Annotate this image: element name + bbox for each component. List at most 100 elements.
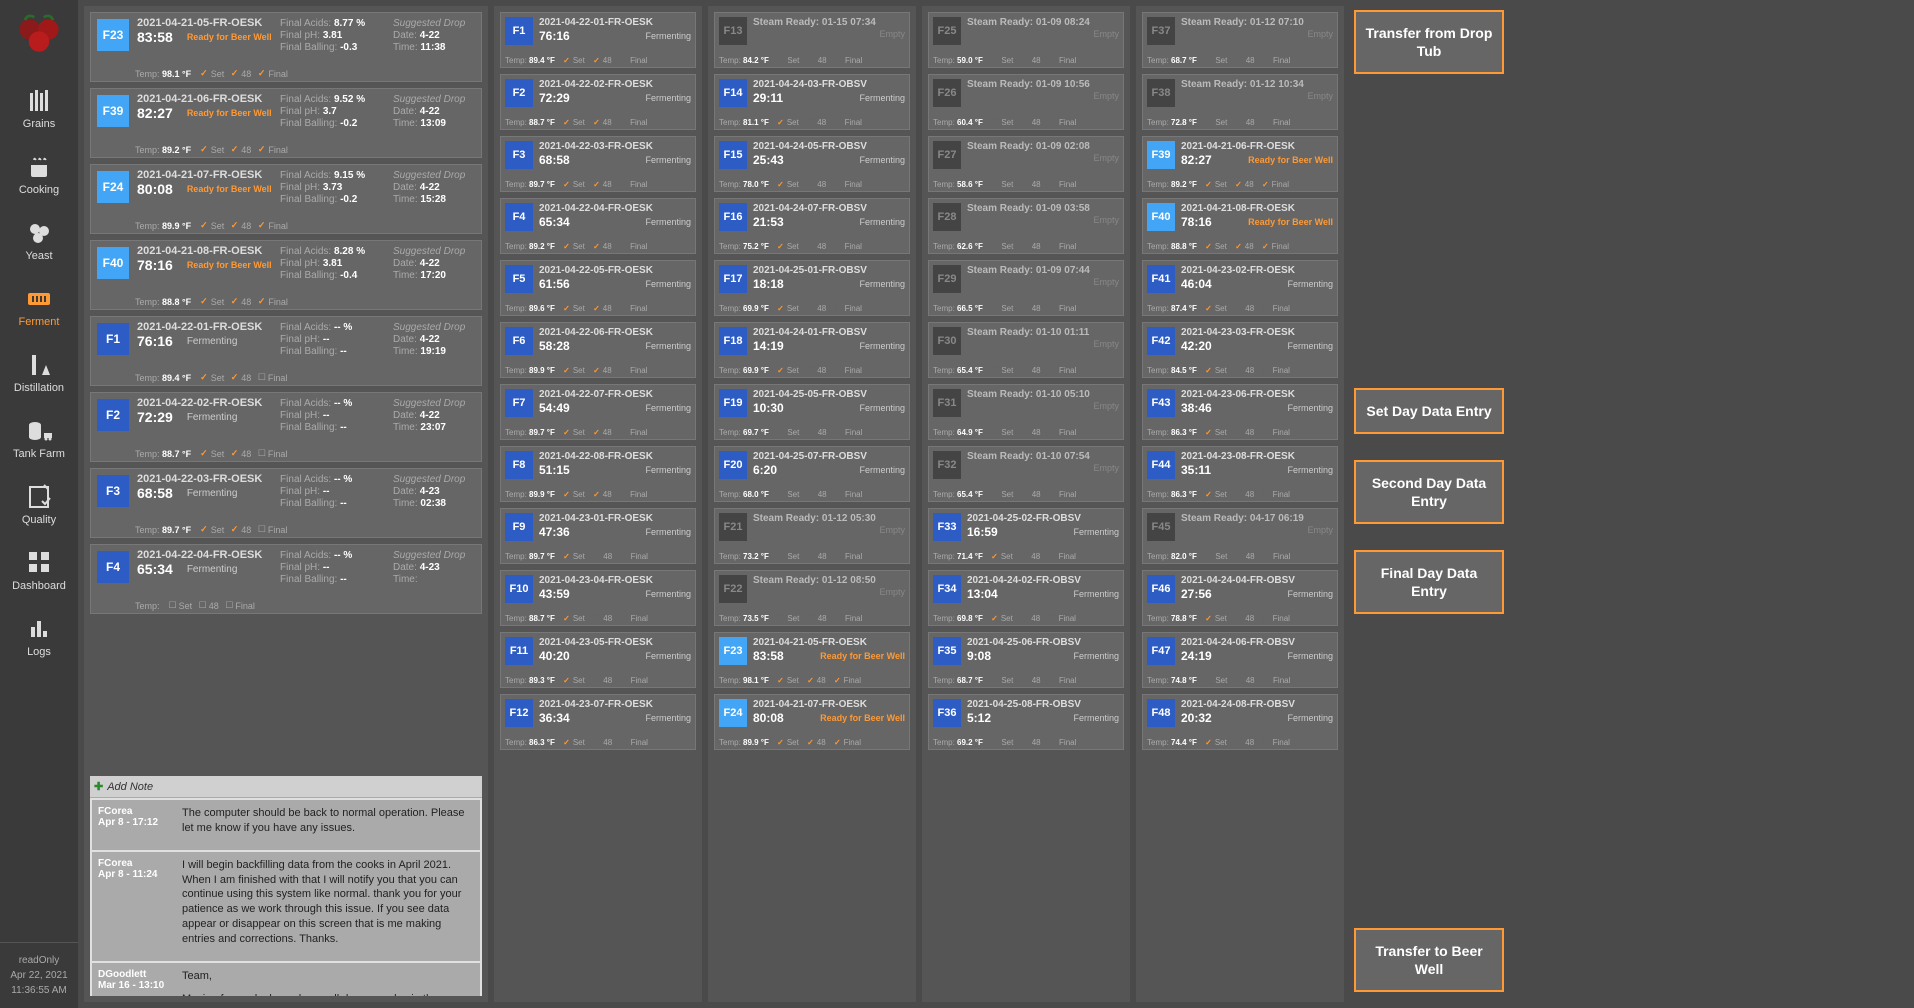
detail-card[interactable]: F402021-04-21-08-FR-OESK78:16Ready for B… [90,240,482,310]
fermenter-card[interactable]: F412021-04-23-02-FR-OESK46:04FermentingT… [1142,260,1338,316]
fermenter-card[interactable]: F112021-04-23-05-FR-OESK40:20FermentingT… [500,632,696,688]
fermenter-card[interactable]: F242021-04-21-07-FR-OESK80:08Ready for B… [714,694,910,750]
checks-row: Temp: 89.7 °F ✓Set ☐48 ☐Final [505,552,691,561]
fermenter-card[interactable]: F82021-04-22-08-FR-OESK51:15FermentingTe… [500,446,696,502]
fermenter-badge: F34 [933,575,961,603]
checks-row: Temp: 82.0 °F ☐Set ☐48 ☐Final [1147,552,1333,561]
note-item[interactable]: DGoodlettMar 16 - 13:10Team,Moving forwa… [92,963,480,996]
second-day-data-entry-button[interactable]: Second Day Data Entry [1354,460,1504,524]
fermenter-card[interactable]: F442021-04-23-08-FR-OESK35:11FermentingT… [1142,446,1338,502]
fermenter-card[interactable]: F26Steam Ready: 01-09 10:56EmptyTemp: 60… [928,74,1124,130]
checks-row: Temp: 74.4 °F ✓Set ☐48 ☐Final [1147,738,1333,747]
fermenter-badge: F19 [719,389,747,417]
fermenter-card[interactable]: F192021-04-25-05-FR-OBSV10:30FermentingT… [714,384,910,440]
fermenter-card[interactable]: F352021-04-25-06-FR-OBSV9:08FermentingTe… [928,632,1124,688]
fermenter-card[interactable]: F38Steam Ready: 01-12 10:34EmptyTemp: 72… [1142,74,1338,130]
fermenter-card[interactable]: F402021-04-21-08-FR-OESK78:16Ready for B… [1142,198,1338,254]
fermenter-card[interactable]: F62021-04-22-06-FR-OESK58:28FermentingTe… [500,322,696,378]
fermenter-card[interactable]: F45Steam Ready: 04-17 06:19EmptyTemp: 82… [1142,508,1338,564]
drop-time: Time: 13:09 [393,118,477,129]
nav-grains[interactable]: Grains [4,74,74,140]
fermenter-badge: F25 [933,17,961,45]
logs-icon [24,612,54,644]
final-ph: Final pH: 3.7 [280,106,387,117]
fermenter-card[interactable]: F332021-04-25-02-FR-OBSV16:59FermentingT… [928,508,1124,564]
add-note-button[interactable]: ✚ Add Note [90,776,482,798]
fermenter-card[interactable]: F29Steam Ready: 01-09 07:44EmptyTemp: 66… [928,260,1124,316]
fermenter-card[interactable]: F72021-04-22-07-FR-OESK54:49FermentingTe… [500,384,696,440]
fermenter-card[interactable]: F472021-04-24-06-FR-OBSV24:19FermentingT… [1142,632,1338,688]
checks-row: Temp: 74.8 °F ☐Set ☐48 ☐Final [1147,676,1333,685]
fermenter-card[interactable]: F152021-04-24-05-FR-OBSV25:43FermentingT… [714,136,910,192]
fermenter-card[interactable]: F22Steam Ready: 01-12 08:50EmptyTemp: 73… [714,570,910,626]
fermenter-card[interactable]: F28Steam Ready: 01-09 03:58EmptyTemp: 62… [928,198,1124,254]
fermenter-card[interactable]: F422021-04-23-03-FR-OESK42:20FermentingT… [1142,322,1338,378]
transfer-from-drop-tub-button[interactable]: Transfer from Drop Tub [1354,10,1504,74]
nav-logs[interactable]: Logs [4,602,74,668]
fermenter-card[interactable]: F462021-04-24-04-FR-OBSV27:56FermentingT… [1142,570,1338,626]
detail-card[interactable]: F392021-04-21-06-FR-OESK82:27Ready for B… [90,88,482,158]
nav-dashboard[interactable]: Dashboard [4,536,74,602]
fermenter-card[interactable]: F30Steam Ready: 01-10 01:11EmptyTemp: 65… [928,322,1124,378]
nav-yeast[interactable]: Yeast [4,206,74,272]
fermenter-card[interactable]: F27Steam Ready: 01-09 02:08EmptyTemp: 58… [928,136,1124,192]
status-label: Fermenting [645,589,691,599]
fermenter-card[interactable]: F162021-04-24-07-FR-OBSV21:53FermentingT… [714,198,910,254]
detail-list[interactable]: F232021-04-21-05-FR-OESK83:58Ready for B… [90,12,482,770]
fermenter-card[interactable]: F182021-04-24-01-FR-OBSV14:19FermentingT… [714,322,910,378]
transfer-to-beer-well-button[interactable]: Transfer to Beer Well [1354,928,1504,992]
detail-card[interactable]: F242021-04-21-07-FR-OESK80:08Ready for B… [90,164,482,234]
fermenter-card[interactable]: F25Steam Ready: 01-09 08:24EmptyTemp: 59… [928,12,1124,68]
fermenter-card[interactable]: F432021-04-23-06-FR-OESK38:46FermentingT… [1142,384,1338,440]
fermenter-card[interactable]: F12021-04-22-01-FR-OESK76:16FermentingTe… [500,12,696,68]
fermenter-card[interactable]: F172021-04-25-01-FR-OBSV18:18FermentingT… [714,260,910,316]
detail-card[interactable]: F12021-04-22-01-FR-OESK76:16FermentingFi… [90,316,482,386]
notes-list[interactable]: FCoreaApr 8 - 17:12The computer should b… [90,798,482,996]
nav-tank-farm[interactable]: Tank Farm [4,404,74,470]
fermenter-card[interactable]: F392021-04-21-06-FR-OESK82:27Ready for B… [1142,136,1338,192]
fermenter-card[interactable]: F32021-04-22-03-FR-OESK68:58FermentingTe… [500,136,696,192]
fermenter-card[interactable]: F232021-04-21-05-FR-OESK83:58Ready for B… [714,632,910,688]
fermenter-card[interactable]: F142021-04-24-03-FR-OBSV29:11FermentingT… [714,74,910,130]
steam-ready-label: Steam Ready: 01-12 07:10 [1181,17,1333,28]
checks-row: Temp: 89.6 °F ✓Set ✓48 ☐Final [505,304,691,313]
fermenter-card[interactable]: F482021-04-24-08-FR-OBSV20:32FermentingT… [1142,694,1338,750]
status-empty: Empty [879,525,905,535]
fermenter-card[interactable]: F32Steam Ready: 01-10 07:54EmptyTemp: 65… [928,446,1124,502]
detail-card[interactable]: F42021-04-22-04-FR-OESK65:34FermentingFi… [90,544,482,614]
detail-card[interactable]: F32021-04-22-03-FR-OESK68:58FermentingFi… [90,468,482,538]
nav-cooking[interactable]: Cooking [4,140,74,206]
note-text: I will begin backfilling data from the c… [176,852,480,961]
set-day-data-entry-button[interactable]: Set Day Data Entry [1354,388,1504,434]
note-item[interactable]: FCoreaApr 8 - 11:24I will begin backfill… [92,852,480,961]
status-label: Fermenting [859,341,905,351]
fermenter-card[interactable]: F52021-04-22-05-FR-OESK61:56FermentingTe… [500,260,696,316]
fermenter-card[interactable]: F122021-04-23-07-FR-OESK36:34FermentingT… [500,694,696,750]
fermenter-card[interactable]: F31Steam Ready: 01-10 05:10EmptyTemp: 64… [928,384,1124,440]
fermenter-card[interactable]: F342021-04-24-02-FR-OBSV13:04FermentingT… [928,570,1124,626]
nav-quality[interactable]: Quality [4,470,74,536]
fermenter-card[interactable]: F102021-04-23-04-FR-OESK43:59FermentingT… [500,570,696,626]
status-empty: Empty [1093,277,1119,287]
fermenter-card[interactable]: F13Steam Ready: 01-15 07:34EmptyTemp: 84… [714,12,910,68]
note-item[interactable]: FCoreaApr 8 - 17:12The computer should b… [92,800,480,850]
fermenter-card[interactable]: F362021-04-25-08-FR-OBSV5:12FermentingTe… [928,694,1124,750]
final-day-data-entry-button[interactable]: Final Day Data Entry [1354,550,1504,614]
checks-row: Temp: 86.3 °F ✓Set ☐48 ☐Final [1147,428,1333,437]
batch-title: 2021-04-21-06-FR-OESK [1181,141,1333,152]
checks-row: Temp: 89.9 °F ✓Set ✓48 ☐Final [505,490,691,499]
status-label: Fermenting [187,564,238,575]
detail-card[interactable]: F22021-04-22-02-FR-OESK72:29FermentingFi… [90,392,482,462]
batch-title: 2021-04-23-07-FR-OESK [539,699,691,710]
fermenter-card[interactable]: F42021-04-22-04-FR-OESK65:34FermentingTe… [500,198,696,254]
fermenter-card[interactable]: F22021-04-22-02-FR-OESK72:29FermentingTe… [500,74,696,130]
fermenter-card[interactable]: F92021-04-23-01-FR-OESK47:36FermentingTe… [500,508,696,564]
fermenter-card[interactable]: F37Steam Ready: 01-12 07:10EmptyTemp: 68… [1142,12,1338,68]
fermenter-card[interactable]: F202021-04-25-07-FR-OBSV6:20FermentingTe… [714,446,910,502]
detail-card[interactable]: F232021-04-21-05-FR-OESK83:58Ready for B… [90,12,482,82]
checks-row: Temp: 65.4 °F ☐Set ☐48 ☐Final [933,490,1119,499]
nav-distillation[interactable]: Distillation [4,338,74,404]
nav-ferment[interactable]: Ferment [4,272,74,338]
fermenter-card[interactable]: F21Steam Ready: 01-12 05:30EmptyTemp: 73… [714,508,910,564]
fermenter-badge: F40 [1147,203,1175,231]
